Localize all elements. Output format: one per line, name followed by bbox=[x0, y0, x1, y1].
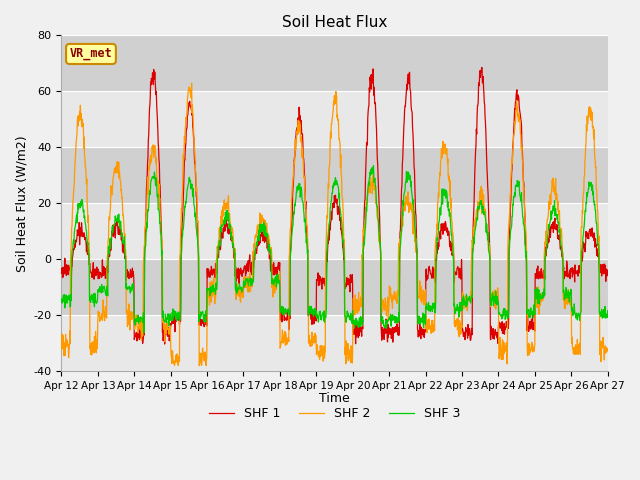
SHF 3 bbox=[179, 226, 187, 232]
SHF 2 bbox=[171, 363, 179, 369]
SHF 3 bbox=[140, 330, 148, 336]
SHF 2 bbox=[604, 348, 612, 354]
SHF 1 bbox=[241, 264, 248, 270]
SHF 3 bbox=[492, 300, 499, 305]
Bar bbox=[61, 203, 608, 259]
SHF 3 bbox=[241, 284, 248, 290]
SHF 1 bbox=[604, 273, 612, 278]
SHF 3 bbox=[58, 296, 65, 302]
SHF 2 bbox=[58, 345, 65, 350]
SHF 2 bbox=[179, 152, 187, 158]
SHF 2 bbox=[540, 292, 547, 298]
SHF 2 bbox=[420, 301, 428, 307]
SHF 1 bbox=[161, 341, 168, 347]
Y-axis label: Soil Heat Flux (W/m2): Soil Heat Flux (W/m2) bbox=[15, 135, 28, 272]
Bar bbox=[61, 259, 608, 315]
SHF 1 bbox=[58, 265, 65, 271]
SHF 2 bbox=[188, 80, 195, 86]
SHF 1 bbox=[540, 267, 547, 273]
X-axis label: Time: Time bbox=[319, 392, 350, 405]
Bar bbox=[61, 36, 608, 91]
Bar bbox=[61, 315, 608, 371]
Line: SHF 2: SHF 2 bbox=[61, 83, 608, 366]
SHF 3 bbox=[166, 311, 174, 317]
Line: SHF 1: SHF 1 bbox=[61, 68, 608, 344]
Legend: SHF 1, SHF 2, SHF 3: SHF 1, SHF 2, SHF 3 bbox=[204, 402, 465, 425]
SHF 3 bbox=[540, 295, 547, 300]
SHF 2 bbox=[241, 280, 248, 286]
SHF 3 bbox=[604, 308, 612, 313]
SHF 1 bbox=[492, 327, 499, 333]
SHF 3 bbox=[420, 311, 428, 317]
Text: VR_met: VR_met bbox=[70, 48, 113, 60]
Bar bbox=[61, 147, 608, 203]
SHF 2 bbox=[166, 330, 173, 336]
SHF 2 bbox=[492, 289, 499, 295]
Title: Soil Heat Flux: Soil Heat Flux bbox=[282, 15, 387, 30]
SHF 1 bbox=[166, 336, 174, 342]
SHF 1 bbox=[420, 334, 428, 339]
Line: SHF 3: SHF 3 bbox=[61, 166, 608, 333]
SHF 1 bbox=[478, 65, 486, 71]
SHF 3 bbox=[370, 163, 378, 168]
SHF 1 bbox=[179, 196, 187, 202]
Bar bbox=[61, 91, 608, 147]
